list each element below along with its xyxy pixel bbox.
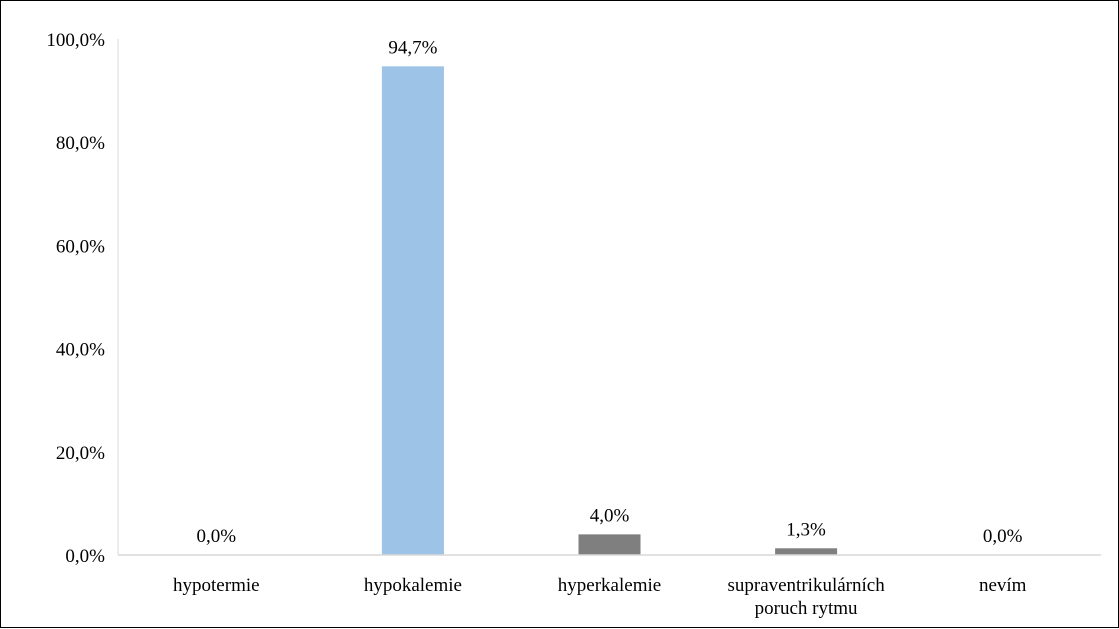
y-axis: 0,0% 20,0% 40,0% 60,0% 80,0% 100,0% [46, 30, 119, 567]
y-tick-label: 100,0% [46, 30, 105, 51]
bar [578, 534, 641, 555]
data-labels: 0,0% 94,7% 4,0% 1,3% 0,0% [197, 37, 1023, 547]
y-tick-label: 80,0% [56, 133, 105, 154]
x-category-label: hypokalemie [364, 575, 462, 596]
y-tick-label: 0,0% [65, 546, 105, 567]
y-tick-label: 20,0% [56, 443, 105, 464]
data-label: 4,0% [590, 505, 630, 526]
data-label: 0,0% [983, 526, 1023, 547]
x-axis: hypotermie hypokalemie hyperkalemie suprave… [118, 554, 1101, 619]
bar [775, 548, 838, 555]
bar [381, 66, 444, 556]
bars [381, 66, 838, 556]
data-label: 94,7% [388, 37, 437, 58]
x-category-label: nevím [979, 575, 1027, 596]
y-tick-label: 60,0% [56, 236, 105, 257]
x-category-label: hyperkalemie [558, 575, 661, 596]
data-label: 0,0% [197, 526, 237, 547]
x-category-label: supraventrikulárních [727, 575, 885, 596]
data-label: 1,3% [786, 519, 826, 540]
y-tick-label: 40,0% [56, 340, 105, 361]
x-category-label: poruch rytmu [755, 598, 858, 619]
x-category-label: hypotermie [173, 575, 260, 596]
